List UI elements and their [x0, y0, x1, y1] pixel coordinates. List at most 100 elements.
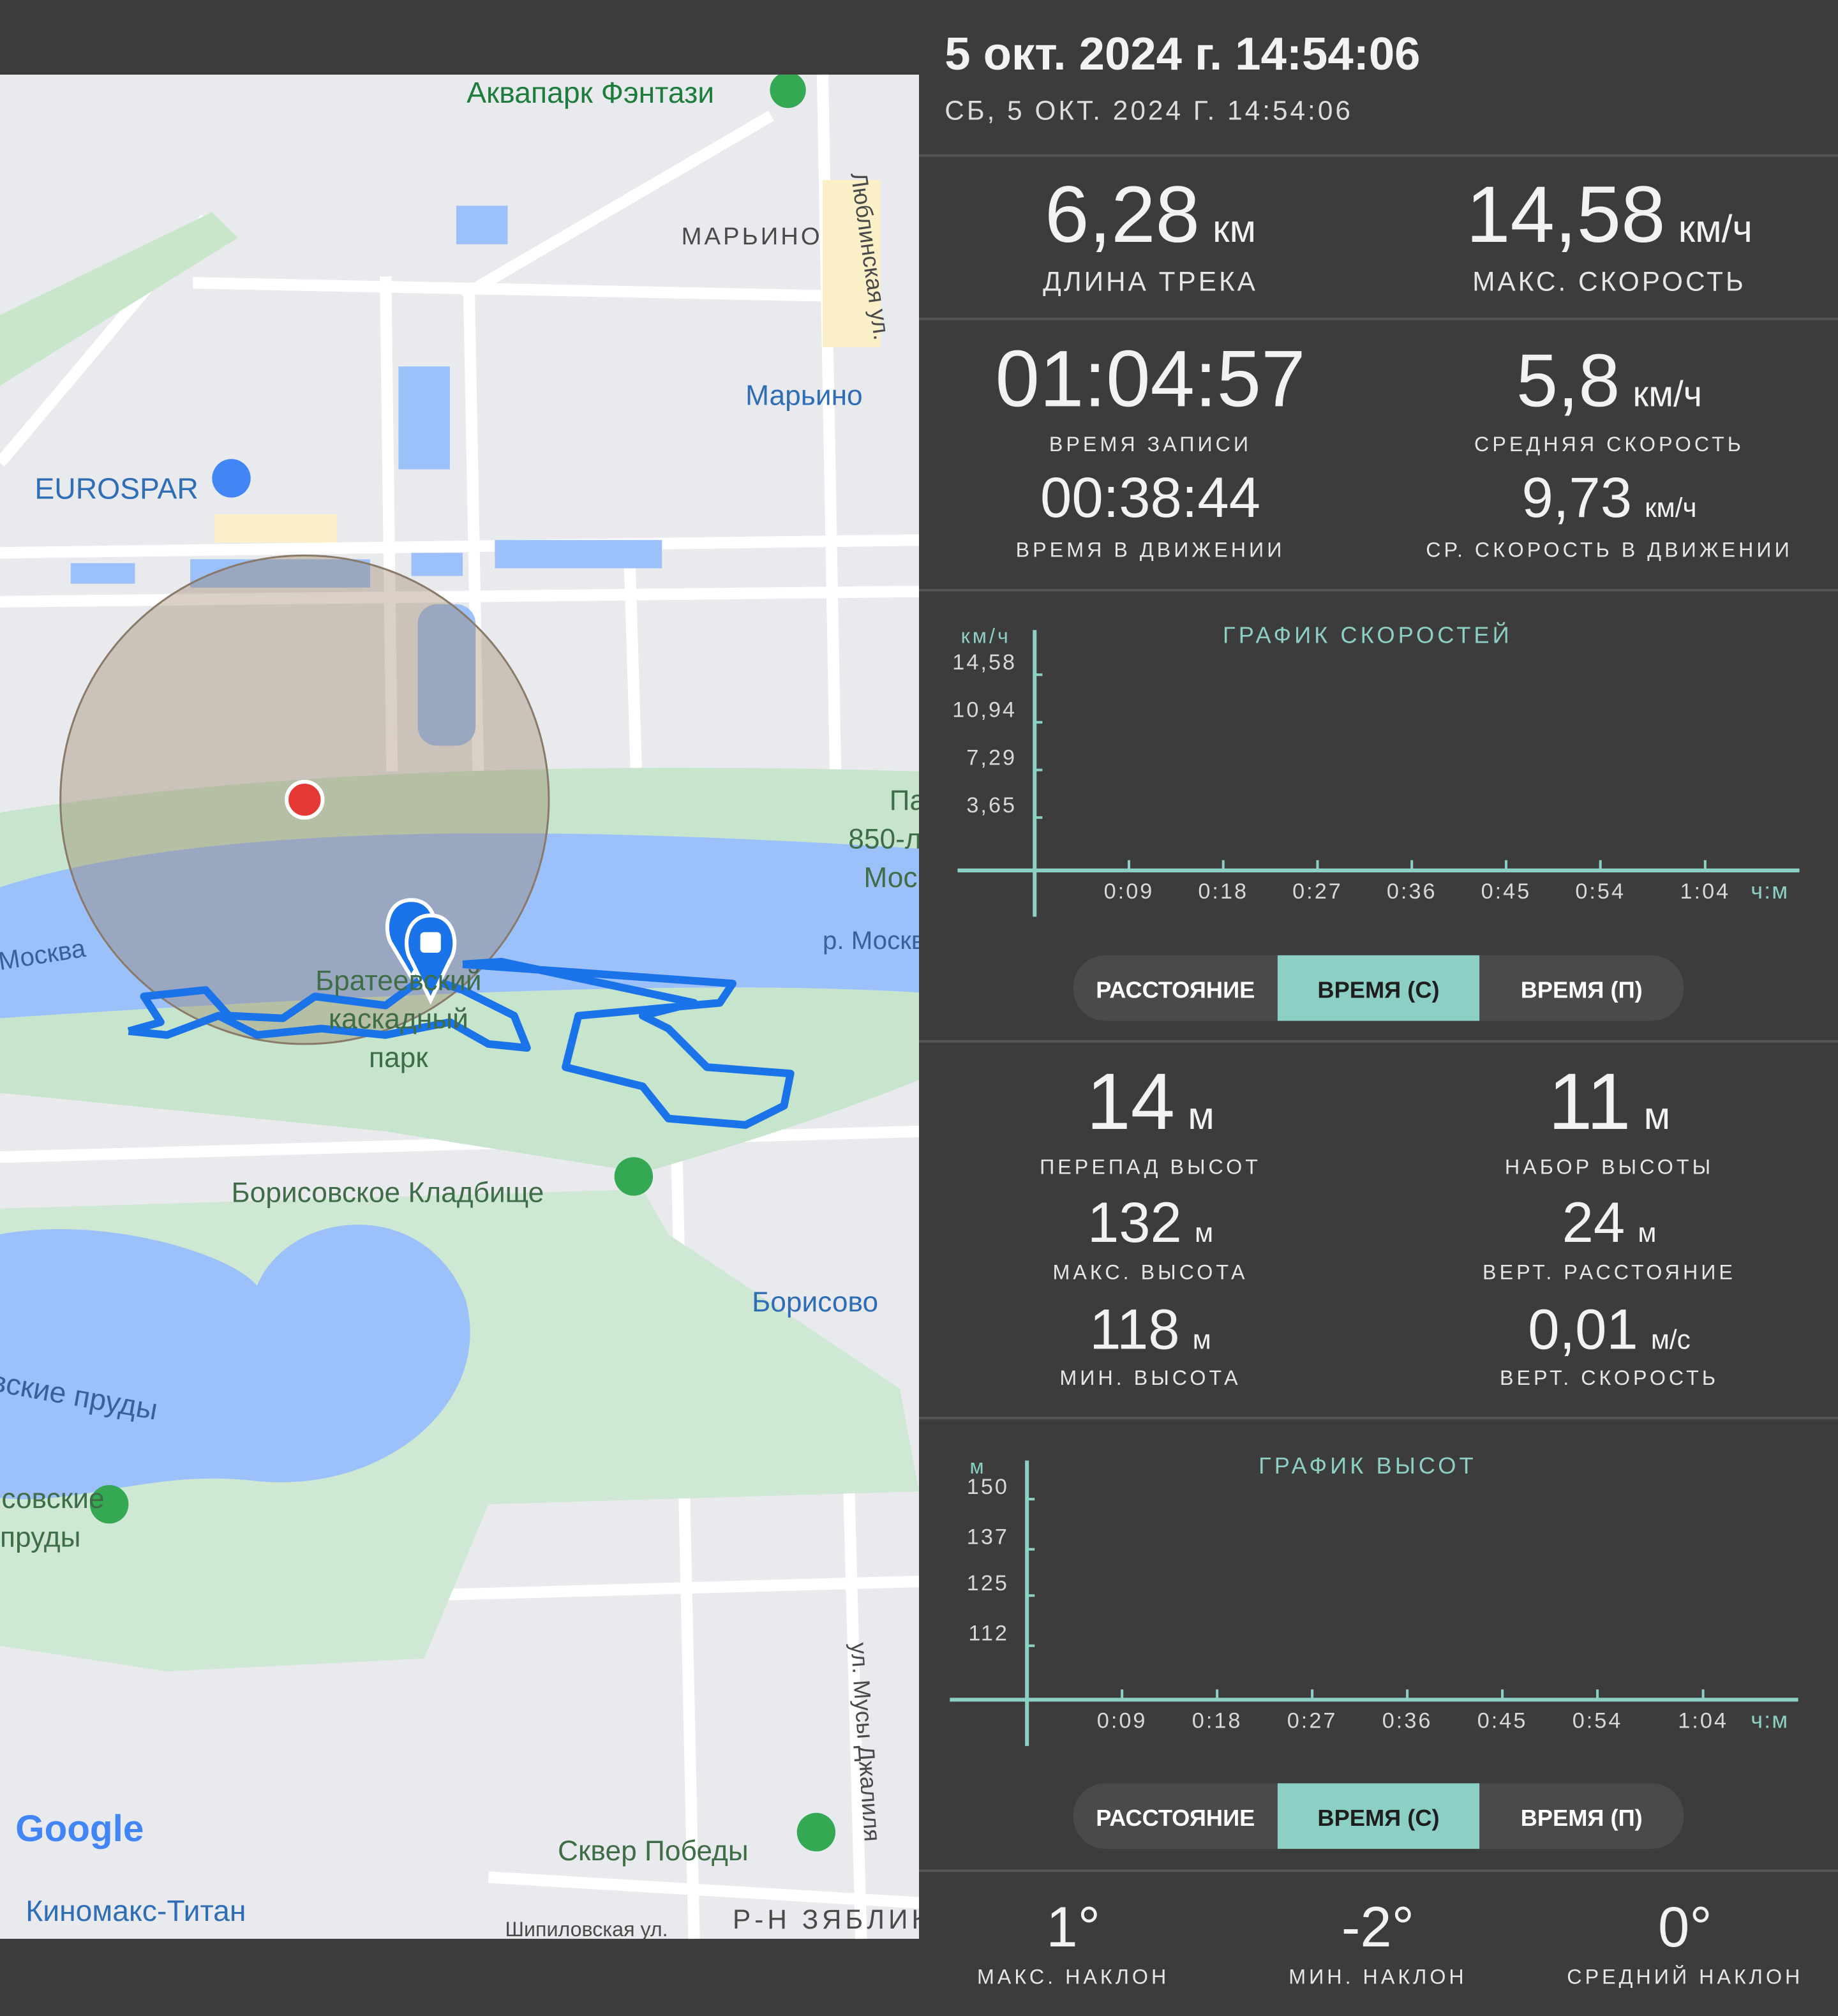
stat-number: 5,8	[1516, 339, 1620, 422]
green-area	[0, 212, 238, 386]
stat-number: 0,01	[1528, 1297, 1638, 1361]
stat-label: МАКС. ВЫСОТА	[1053, 1261, 1248, 1284]
toggle-option[interactable]: ВРЕМЯ (П)	[1521, 1805, 1643, 1831]
map-label: р. Москва	[823, 926, 939, 955]
stat-label: ПЕРЕПАД ВЫСОТ	[1040, 1155, 1261, 1178]
y-tick-label: 3,65	[966, 793, 1017, 818]
stat-unit: м	[1638, 1218, 1656, 1248]
map-label: Борисово	[752, 1287, 878, 1318]
stat-value: 24 м	[1562, 1191, 1657, 1254]
stat-label: СРЕДНЯЯ СКОРОСТЬ	[1474, 433, 1744, 456]
stat-number: 24	[1562, 1191, 1625, 1254]
park-north	[0, 767, 919, 888]
toggle-option[interactable]: РАССТОЯНИЕ	[1096, 976, 1255, 1003]
pond	[70, 563, 135, 584]
stat-unit: м	[1644, 1094, 1671, 1137]
toggle-option[interactable]: ВРЕМЯ (С)	[1317, 976, 1439, 1003]
map-label: Братеевский	[315, 965, 481, 996]
title: 5 окт. 2024 г. 14:54:06	[945, 28, 1420, 80]
stat-label: ДЛИНА ТРЕКА	[1043, 266, 1258, 296]
stat-unit: м	[1195, 1218, 1213, 1248]
toggle-option[interactable]: РАССТОЯНИЕ	[1096, 1805, 1255, 1831]
stat-value: 0,01 м/с	[1528, 1297, 1691, 1361]
x-tick-label: 0:09	[1097, 1709, 1147, 1733]
poi-pin	[89, 1484, 129, 1524]
map-label: МАРЬИНО	[682, 223, 823, 250]
stat-value: 01:04:57	[996, 335, 1306, 424]
stat-number: 11	[1548, 1057, 1631, 1146]
y-tick-label: 125	[967, 1571, 1009, 1595]
map-label: пруды	[0, 1522, 80, 1553]
x-tick-label: 0:45	[1477, 1709, 1528, 1733]
x-tick-label: 0:09	[1104, 879, 1154, 904]
poi-pin	[796, 1812, 836, 1852]
map-label: Аквапарк Фэнтази	[467, 76, 714, 109]
stat-number: 9,73	[1522, 466, 1632, 529]
stat-unit: км/ч	[1678, 207, 1752, 250]
road	[488, 1871, 920, 1909]
stat-unit: км	[1213, 207, 1256, 250]
x-tick-label: 0:54	[1575, 879, 1625, 904]
stat-value: 14 м	[1086, 1057, 1214, 1146]
stat-label: МАКС. НАКЛОН	[977, 1966, 1169, 1989]
y-tick-label: 10,94	[952, 698, 1017, 722]
stat-number: 14,58	[1466, 170, 1665, 259]
map-label: Москвы	[863, 862, 965, 893]
stat-label: ВЕРТ. СКОРОСТЬ	[1500, 1366, 1719, 1389]
map-label: каскадный	[329, 1004, 468, 1035]
map-label: Сквер Победы	[558, 1835, 749, 1867]
toggle-active	[1277, 1783, 1480, 1849]
subtitle: СБ, 5 ОКТ. 2024 Г. 14:54:06	[945, 95, 1353, 125]
toggle-option[interactable]: ВРЕМЯ (П)	[1521, 976, 1643, 1003]
x-axis-label: ч:м	[1751, 1707, 1789, 1733]
stat-value: 6,28 км	[1045, 170, 1256, 259]
x-tick-label: 0:27	[1287, 1709, 1338, 1733]
poi-pin	[614, 1157, 654, 1196]
end-pin	[405, 913, 457, 1005]
pond	[190, 559, 371, 588]
stat-value: 00:38:44	[1040, 466, 1260, 529]
x-tick-label: 0:36	[1387, 879, 1437, 904]
chart-title: ГРАФИК ВЫСОТ	[1259, 1452, 1477, 1479]
stat-value: 0°	[1658, 1895, 1712, 1959]
map-logo: Google	[15, 1808, 144, 1849]
stat-value: 11 м	[1548, 1057, 1670, 1146]
stat-label: МИН. НАКЛОН	[1289, 1966, 1467, 1989]
y-axis-label: км/ч	[961, 624, 1011, 647]
stat-number: 00:38:44	[1040, 466, 1260, 529]
x-tick-label: 0:36	[1382, 1709, 1433, 1733]
y-tick-label: 7,29	[966, 745, 1017, 770]
x-tick-label: 0:27	[1292, 879, 1343, 904]
pond	[411, 553, 463, 576]
y-tick-label: 137	[967, 1525, 1009, 1549]
toggle-option[interactable]: ВРЕМЯ (С)	[1317, 1805, 1439, 1831]
map-label: Р-Н ЗЯБЛИКОВО	[733, 1904, 1001, 1934]
poi-pin	[770, 74, 806, 108]
poi-pin	[212, 459, 251, 498]
stat-unit: км/ч	[1645, 493, 1696, 523]
stat-label: СР. СКОРОСТЬ В ДВИЖЕНИИ	[1426, 538, 1793, 561]
x-tick-label: 1:04	[1680, 879, 1730, 904]
pond	[398, 366, 450, 470]
pond	[417, 604, 476, 746]
built-area	[214, 514, 337, 543]
map: Аквапарк Фэнтази МАРЬИНО Люблинская ул. …	[0, 74, 1001, 1939]
map-label: Парк	[890, 785, 954, 816]
stat-number: 6,28	[1045, 170, 1200, 259]
end-pin-icon	[420, 932, 441, 953]
road	[0, 585, 920, 608]
x-axis-label: ч:м	[1751, 877, 1789, 904]
stat-label: МАКС. СКОРОСТЬ	[1472, 266, 1746, 296]
stat-value: 9,73 км/ч	[1522, 466, 1697, 529]
pond	[495, 540, 662, 569]
stat-value: 5,8 км/ч	[1516, 339, 1702, 422]
stat-number: 132	[1087, 1191, 1182, 1254]
x-tick-label: 0:18	[1198, 879, 1248, 904]
stat-label: НАБОР ВЫСОТЫ	[1505, 1155, 1714, 1178]
map-label: парк	[369, 1042, 428, 1073]
lake	[0, 1224, 470, 1500]
stat-label: ВРЕМЯ В ДВИЖЕНИИ	[1016, 538, 1285, 561]
